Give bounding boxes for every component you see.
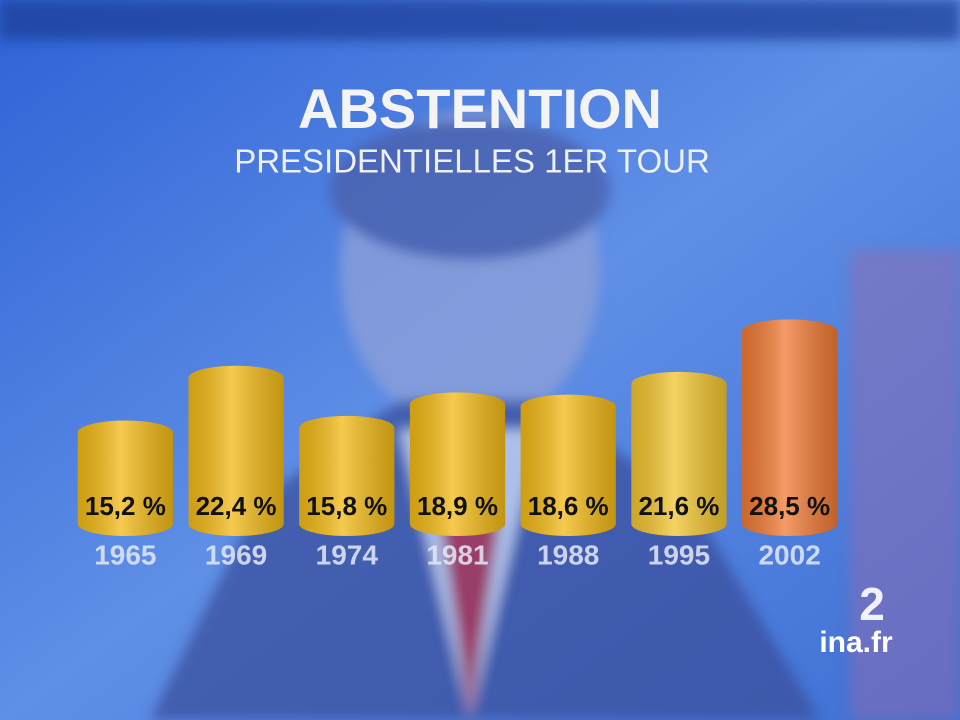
x-tick-label: 1988 [537, 539, 599, 570]
value-label: 21,6 % [638, 491, 719, 521]
x-tick-label: 1981 [426, 539, 488, 570]
x-tick-label: 1995 [648, 539, 710, 570]
x-tick-label: 2002 [758, 539, 820, 570]
value-label: 18,6 % [528, 491, 609, 521]
watermark: ina.fr [819, 626, 893, 659]
x-tick-label: 1965 [94, 539, 156, 570]
value-label: 15,2 % [85, 491, 166, 521]
x-tick-label: 1974 [316, 539, 379, 570]
chart-subtitle: PRESIDENTIELLES 1ER TOUR [234, 143, 710, 180]
x-tick-label: 1969 [205, 539, 267, 570]
channel-logo: 2 [859, 578, 885, 630]
value-label: 28,5 % [749, 491, 830, 521]
value-label: 22,4 % [196, 491, 277, 521]
value-label: 15,8 % [306, 491, 387, 521]
chart-title: ABSTENTION [298, 77, 662, 140]
value-label: 18,9 % [417, 491, 498, 521]
